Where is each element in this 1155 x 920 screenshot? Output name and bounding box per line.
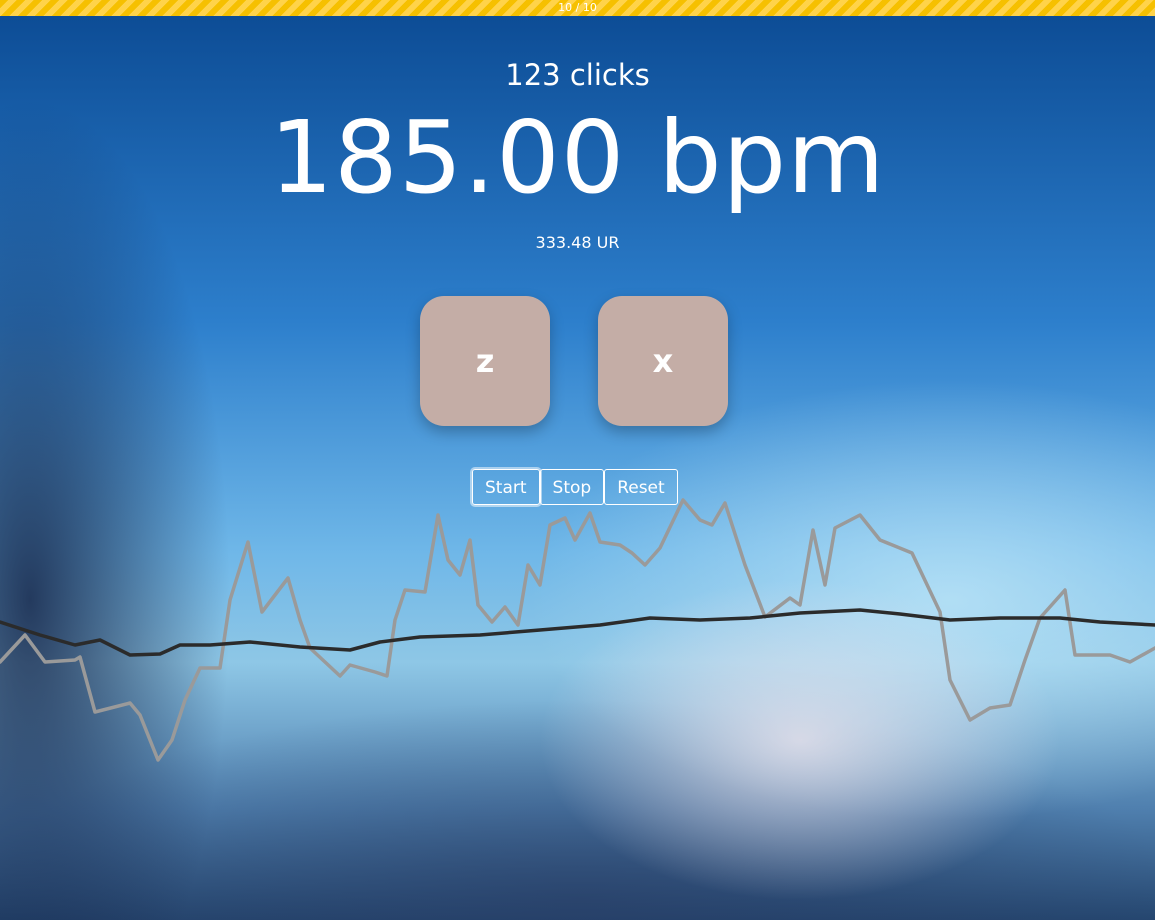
key-button[interactable]: x [598, 296, 728, 426]
unstable-rate: 333.48 UR [535, 233, 620, 252]
bpm-display: 185.00 bpm [269, 99, 886, 216]
start-button[interactable]: Start [472, 469, 540, 505]
deviation-line [0, 498, 1155, 762]
reset-button[interactable]: Reset [604, 469, 678, 505]
controls: Start Stop Reset [472, 469, 678, 505]
average-line [0, 608, 1155, 657]
key-button[interactable]: z [420, 296, 550, 426]
stop-button[interactable]: Stop [539, 469, 605, 505]
progress-bar: 10 / 10 [0, 0, 1155, 16]
click-count: 123 clicks [505, 58, 650, 92]
